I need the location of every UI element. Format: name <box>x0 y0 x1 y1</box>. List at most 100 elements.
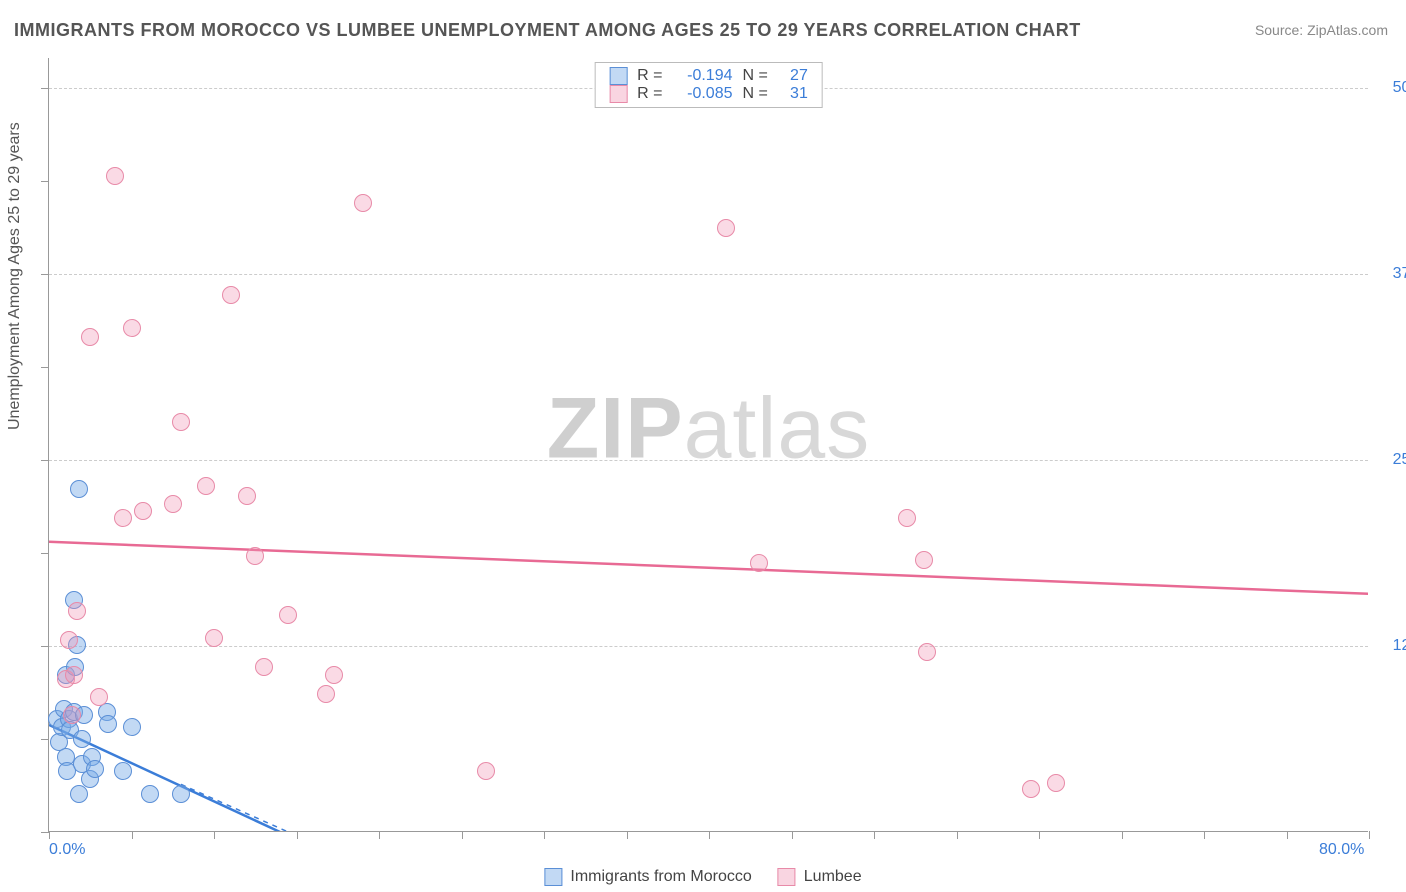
x-tick <box>1204 831 1205 839</box>
x-tick <box>1122 831 1123 839</box>
data-point <box>123 319 141 337</box>
data-point <box>172 413 190 431</box>
data-point <box>172 785 190 803</box>
x-tick <box>132 831 133 839</box>
watermark-zip: ZIP <box>547 381 684 477</box>
y-tick <box>41 553 49 554</box>
gridline <box>49 274 1368 275</box>
x-tick <box>544 831 545 839</box>
data-point <box>63 706 81 724</box>
y-tick <box>41 274 49 275</box>
chart-title: IMMIGRANTS FROM MOROCCO VS LUMBEE UNEMPL… <box>14 20 1081 41</box>
data-point <box>141 785 159 803</box>
legend-row-a: R = -0.194 N = 27 <box>609 67 808 85</box>
data-point <box>750 554 768 572</box>
correlation-legend: R = -0.194 N = 27 R = -0.085 N = 31 <box>594 62 823 108</box>
data-point <box>246 547 264 565</box>
swatch-b-icon <box>778 868 796 886</box>
legend-row-b: R = -0.085 N = 31 <box>609 85 808 103</box>
data-point <box>915 551 933 569</box>
series-a-label: Immigrants from Morocco <box>570 868 751 886</box>
y-tick <box>41 88 49 89</box>
gridline <box>49 646 1368 647</box>
series-legend: Immigrants from Morocco Lumbee <box>544 868 861 886</box>
data-point <box>90 688 108 706</box>
data-point <box>197 477 215 495</box>
data-point <box>898 509 916 527</box>
data-point <box>317 685 335 703</box>
n-label: N = <box>743 67 768 85</box>
data-point <box>477 762 495 780</box>
x-tick <box>957 831 958 839</box>
y-tick <box>41 460 49 461</box>
data-point <box>70 480 88 498</box>
x-tick <box>874 831 875 839</box>
x-tick <box>379 831 380 839</box>
y-tick <box>41 646 49 647</box>
data-point <box>164 495 182 513</box>
data-point <box>354 194 372 212</box>
r-value-b: -0.085 <box>673 85 733 103</box>
y-tick <box>41 739 49 740</box>
data-point <box>255 658 273 676</box>
data-point <box>238 487 256 505</box>
x-tick <box>49 831 50 839</box>
y-axis-value: 37.5% <box>1393 265 1406 283</box>
y-axis-value: 50.0% <box>1393 79 1406 97</box>
data-point <box>114 509 132 527</box>
y-tick <box>41 367 49 368</box>
data-point <box>70 785 88 803</box>
source-label: Source: ZipAtlas.com <box>1255 22 1388 38</box>
swatch-b-icon <box>609 85 627 103</box>
data-point <box>1022 780 1040 798</box>
y-tick <box>41 832 49 833</box>
watermark-text: ZIPatlas <box>547 380 870 479</box>
x-tick <box>214 831 215 839</box>
data-point <box>73 730 91 748</box>
plot-area: ZIPatlas R = -0.194 N = 27 R = -0.085 N … <box>48 58 1368 832</box>
r-value-a: -0.194 <box>673 67 733 85</box>
y-axis-value: 25.0% <box>1393 451 1406 469</box>
n-label: N = <box>743 85 768 103</box>
data-point <box>134 502 152 520</box>
data-point <box>1047 774 1065 792</box>
chart-container: IMMIGRANTS FROM MOROCCO VS LUMBEE UNEMPL… <box>0 0 1406 892</box>
data-point <box>86 760 104 778</box>
watermark-atlas: atlas <box>684 381 871 477</box>
swatch-a-icon <box>544 868 562 886</box>
x-tick <box>297 831 298 839</box>
legend-item-b: Lumbee <box>778 868 862 886</box>
x-tick <box>627 831 628 839</box>
swatch-a-icon <box>609 67 627 85</box>
x-tick <box>1287 831 1288 839</box>
regression-lines <box>49 58 1368 831</box>
x-tick <box>709 831 710 839</box>
data-point <box>123 718 141 736</box>
legend-item-a: Immigrants from Morocco <box>544 868 751 886</box>
data-point <box>65 666 83 684</box>
y-axis-value: 12.5% <box>1393 637 1406 655</box>
x-tick <box>792 831 793 839</box>
y-axis-label: Unemployment Among Ages 25 to 29 years <box>6 122 24 430</box>
data-point <box>106 167 124 185</box>
data-point <box>918 643 936 661</box>
data-point <box>222 286 240 304</box>
data-point <box>279 606 297 624</box>
x-tick <box>1039 831 1040 839</box>
regression-line-ext <box>181 784 288 831</box>
data-point <box>99 715 117 733</box>
x-axis-value: 80.0% <box>1319 841 1364 859</box>
data-point <box>81 328 99 346</box>
data-point <box>325 666 343 684</box>
r-label: R = <box>637 85 662 103</box>
x-tick <box>462 831 463 839</box>
n-value-b: 31 <box>778 85 808 103</box>
x-axis-value: 0.0% <box>49 841 85 859</box>
n-value-a: 27 <box>778 67 808 85</box>
data-point <box>205 629 223 647</box>
gridline <box>49 460 1368 461</box>
data-point <box>68 602 86 620</box>
data-point <box>114 762 132 780</box>
r-label: R = <box>637 67 662 85</box>
series-b-label: Lumbee <box>804 868 862 886</box>
